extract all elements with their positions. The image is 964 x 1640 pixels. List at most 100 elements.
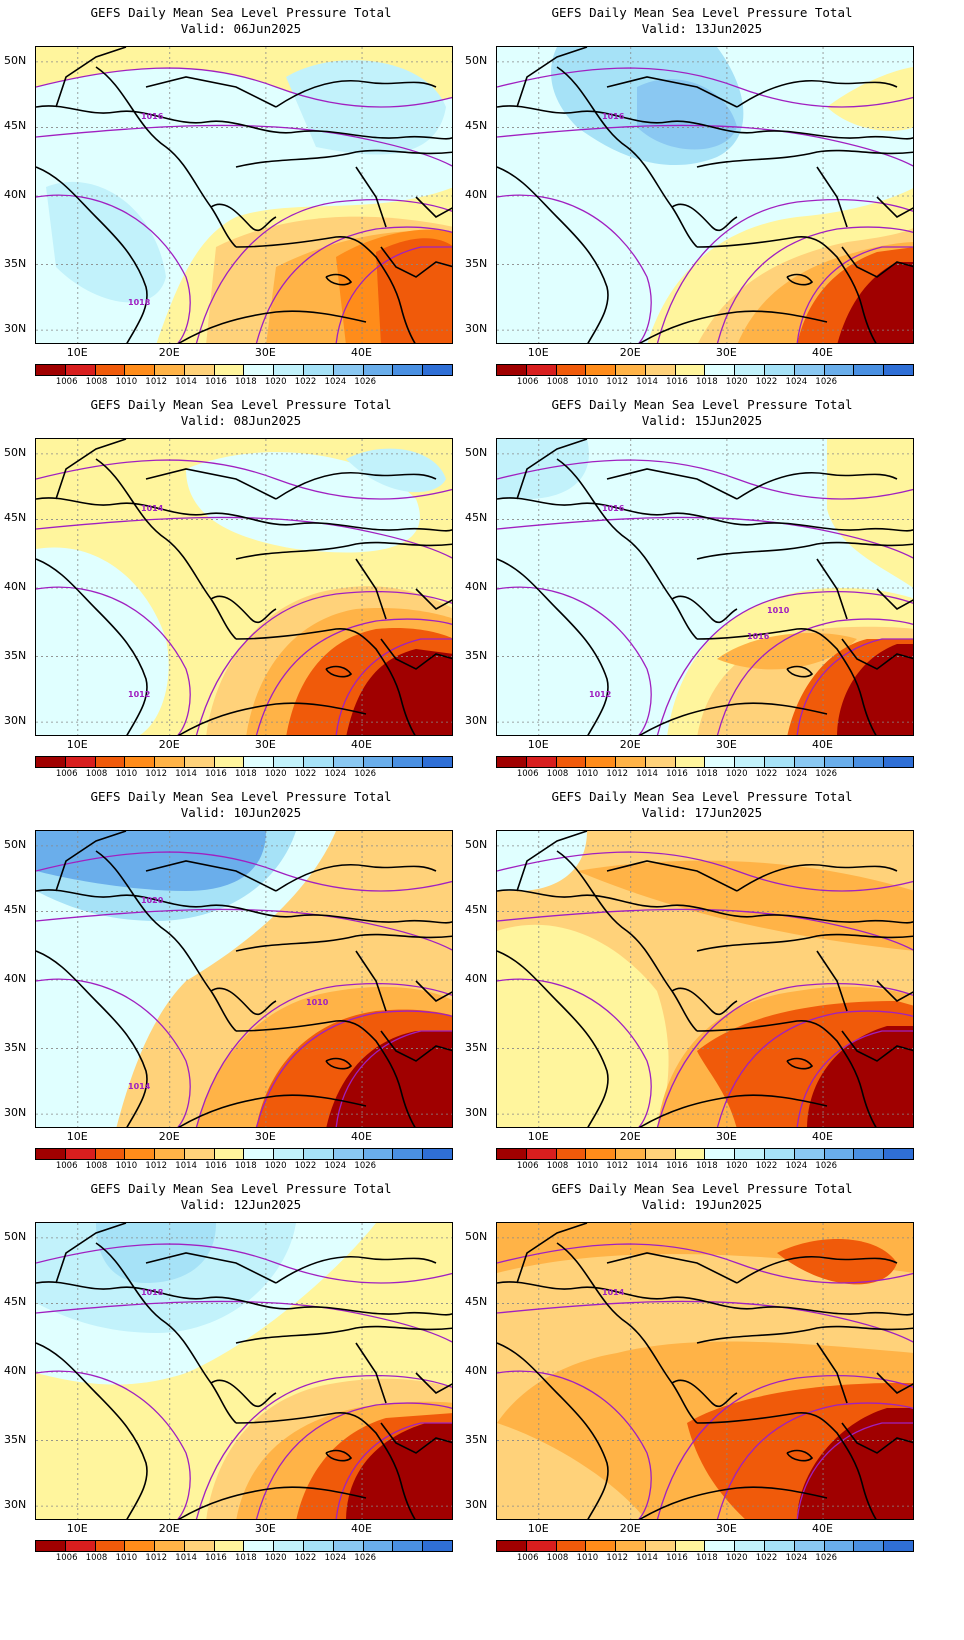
colorbar-label: 1026	[815, 1161, 838, 1171]
coastline-border	[556, 458, 698, 640]
latitude-label: 30N	[465, 322, 488, 336]
colorbar-label: 1018	[235, 1553, 257, 1563]
colorbar-label: 1006	[55, 769, 78, 779]
colorbar-label: 1010	[576, 1161, 599, 1171]
coastline-border	[671, 1379, 738, 1408]
pressure-map: 1014	[496, 1222, 914, 1520]
colorbar-label: 1018	[235, 769, 257, 779]
colorbar-label: 1014	[175, 1553, 197, 1563]
coastline-border	[177, 1094, 367, 1127]
colorbar-label: 1014	[636, 1553, 658, 1563]
colorbar-label: 1018	[696, 1161, 718, 1171]
coastline-border	[606, 76, 738, 108]
coastline-border	[275, 471, 437, 500]
isobar-contour	[497, 459, 913, 500]
latitude-label: 35N	[4, 1040, 27, 1054]
colorbar-swatch	[393, 1541, 424, 1551]
coastline-border	[55, 831, 127, 892]
pressure-fill-region	[497, 1423, 646, 1519]
colorbar-swatch	[304, 757, 334, 767]
coastline-border	[497, 950, 609, 1127]
colorbar-label: 1012	[145, 1161, 168, 1171]
isobar-label: 1016	[747, 632, 770, 641]
map-panel: GEFS Daily Mean Sea Level Pressure Total…	[461, 392, 943, 802]
panel-title: GEFS Daily Mean Sea Level Pressure Total	[90, 397, 392, 412]
isobar-contour	[36, 1370, 191, 1519]
colorbar-label: 1012	[145, 1553, 168, 1563]
colorbar-label: 1016	[666, 377, 688, 387]
colorbar-label: 1014	[636, 769, 658, 779]
latitude-label: 35N	[465, 256, 488, 270]
panel-valid-date: Valid: 17Jun2025	[641, 805, 763, 820]
colorbar-label: 1024	[785, 1161, 808, 1171]
isobar-label: 1014	[128, 1082, 151, 1091]
colorbar-swatch	[884, 365, 913, 375]
coastline-border	[145, 1252, 277, 1284]
coastline-border	[786, 273, 814, 286]
colorbar-swatch	[526, 1149, 557, 1159]
colorbar-swatch	[244, 1541, 275, 1551]
colorbar-label: 1020	[725, 1553, 748, 1563]
isobar-label: 1020	[141, 896, 164, 905]
pressure-fill-region	[36, 547, 169, 735]
colorbar-swatch	[333, 1149, 364, 1159]
latitude-label: 35N	[465, 648, 488, 662]
coastline-border	[841, 1422, 913, 1454]
colorbar-label: 1026	[815, 769, 838, 779]
panel-title: GEFS Daily Mean Sea Level Pressure Total	[551, 1181, 853, 1196]
latitude-label: 45N	[4, 511, 27, 525]
isobar-contour	[335, 1030, 452, 1127]
colorbar-swatch	[794, 1149, 825, 1159]
colorbar-label: 1022	[294, 769, 317, 779]
coastline-border	[696, 149, 913, 168]
coastline-border	[876, 1372, 913, 1394]
colorbar-swatch	[36, 757, 66, 767]
colorbar-swatch	[125, 1541, 156, 1551]
colorbar-label: 1010	[115, 1161, 138, 1171]
colorbar-swatch	[526, 365, 557, 375]
map-panel: GEFS Daily Mean Sea Level Pressure Total…	[461, 1176, 943, 1586]
colorbar-swatch	[645, 365, 676, 375]
coastline-border	[235, 541, 452, 560]
latitude-label: 40N	[465, 580, 488, 593]
colorbar-label: 1014	[175, 1161, 197, 1171]
isobar-contour	[716, 1010, 913, 1127]
colorbar-label: 1010	[576, 769, 599, 779]
coastline-border	[235, 1325, 452, 1344]
colorbar-label: 1022	[294, 1161, 317, 1171]
longitude-label: 20E	[158, 738, 180, 751]
colorbar-swatch	[393, 1149, 424, 1159]
colorbar-swatch	[155, 757, 185, 767]
colorbar-label: 1024	[324, 1161, 347, 1171]
longitude-label: 40E	[351, 1130, 372, 1143]
coastline-border	[325, 665, 353, 678]
colorbar-label: 1010	[576, 377, 599, 387]
isobar-contour	[255, 618, 452, 735]
coastline-border	[696, 628, 877, 735]
pressure-map: 1020 1014 1010	[35, 830, 453, 1128]
latitude-label: 40N	[4, 972, 27, 985]
colorbar-swatch	[333, 757, 364, 767]
colorbar-swatch	[765, 1149, 795, 1159]
coastline-border	[497, 1281, 913, 1316]
coastline-border	[786, 665, 814, 678]
coastline-border	[145, 468, 277, 500]
colorbar-label: 1014	[175, 377, 197, 387]
isobar-contour	[255, 1010, 452, 1127]
panel-title: GEFS Daily Mean Sea Level Pressure Total	[551, 5, 853, 20]
colorbar-swatch	[645, 1541, 676, 1551]
colorbar-swatch	[65, 1541, 96, 1551]
colorbar-swatch	[765, 1541, 795, 1551]
coastline-border	[355, 1342, 387, 1404]
isobar-contour	[36, 851, 452, 892]
coastline-border	[36, 950, 148, 1127]
map-svg: 1016 1012 1010 1016	[497, 439, 913, 735]
coastline-border	[516, 1223, 588, 1284]
coastline-border	[696, 1020, 877, 1127]
isobar-label: 1016	[141, 112, 164, 121]
coastline-border	[380, 1422, 452, 1454]
panel-valid-date: Valid: 15Jun2025	[641, 413, 763, 428]
colorbar-swatch	[526, 1541, 557, 1551]
latitude-label: 35N	[4, 256, 27, 270]
colorbar-label: 1008	[546, 377, 569, 387]
